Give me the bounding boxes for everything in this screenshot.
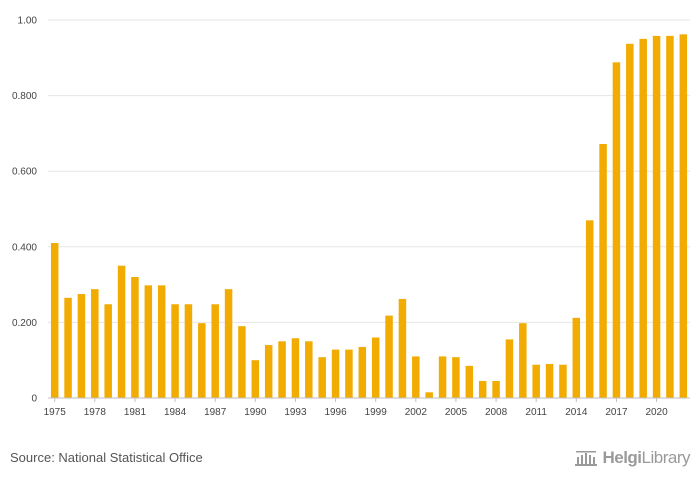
bar-2006 [465, 365, 474, 398]
y-tick-label: 1.00 [18, 16, 38, 27]
bar-1984 [171, 304, 179, 398]
x-axis: 1975 1978 1981 1984 1987 1990 1993 1996 1999 2002… [44, 398, 668, 418]
x-tick-label: 2011 [525, 407, 547, 418]
bar-1989 [238, 326, 246, 398]
x-tick-label: 1975 [44, 407, 67, 418]
bar-1975 [50, 243, 59, 398]
bar-1992 [278, 341, 286, 398]
x-tick-label: 1978 [84, 407, 107, 418]
bar-1995 [318, 357, 326, 398]
bar-2010 [519, 323, 527, 398]
bar-2013 [559, 364, 567, 398]
x-tick-label: 1987 [204, 407, 227, 418]
bar-1980 [117, 265, 126, 398]
bar-1988 [224, 289, 233, 398]
bar-2020 [652, 35, 661, 398]
helgi-library-logo: Helgi Library [574, 448, 691, 468]
bar-1976 [64, 297, 72, 398]
bar-1986 [198, 323, 206, 398]
bars [50, 34, 688, 399]
bar-2022 [679, 34, 688, 399]
bar-2004 [438, 356, 447, 398]
x-tick-label: 2017 [605, 407, 628, 418]
bar-1993 [291, 338, 300, 398]
x-tick-label: 2014 [565, 407, 588, 418]
y-axis: 0 0.200 0.400 0.600 0.800 1.00 [12, 16, 37, 405]
y-tick-label: 0.200 [12, 318, 37, 329]
x-tick-label: 2020 [645, 407, 668, 418]
bar-1978 [91, 289, 99, 398]
bar-1983 [157, 285, 166, 398]
gridlines [48, 19, 690, 323]
x-tick-label: 1993 [284, 407, 307, 418]
bar-2000 [385, 315, 393, 398]
bar-1997 [345, 349, 353, 398]
bar-1977 [77, 294, 86, 398]
bar-2009 [505, 339, 514, 398]
bar-2012 [545, 363, 554, 398]
bar-2018 [626, 43, 634, 399]
bar-2021 [666, 35, 674, 398]
x-tick-label: 2008 [485, 407, 508, 418]
y-tick-label: 0.800 [12, 91, 37, 102]
x-tick-label: 1981 [124, 407, 147, 418]
bar-1985 [184, 304, 193, 398]
bar-1979 [104, 304, 112, 398]
bar-1982 [144, 285, 153, 398]
x-tick-label: 1999 [365, 407, 388, 418]
logo-word-helgi: Helgi [602, 448, 642, 467]
bar-2015 [585, 220, 594, 398]
bar-1981 [131, 277, 139, 398]
x-tick-label: 1984 [164, 407, 187, 418]
bar-2003 [425, 392, 433, 398]
logo-word-library: Library [641, 448, 691, 467]
bar-2016 [599, 143, 607, 398]
bar-1996 [331, 349, 340, 398]
bar-2001 [398, 298, 407, 398]
y-tick-label: 0 [31, 394, 37, 405]
x-tick-label: 1996 [324, 407, 347, 418]
bar-2008 [492, 380, 500, 398]
bar-1991 [264, 345, 273, 398]
y-tick-label: 0.400 [12, 242, 37, 253]
library-building-icon [575, 451, 598, 466]
bar-2005 [452, 357, 460, 398]
bar-2002 [412, 356, 420, 398]
bar-2017 [612, 62, 621, 399]
x-tick-label: 1990 [244, 407, 267, 418]
bar-1990 [251, 360, 260, 398]
bar-1987 [211, 304, 219, 398]
bar-1998 [358, 346, 367, 398]
x-tick-label: 2005 [445, 407, 468, 418]
bar-2014 [572, 317, 581, 398]
bar-2011 [532, 364, 540, 398]
source-note: Source: National Statistical Office [10, 450, 203, 465]
y-tick-label: 0.600 [12, 167, 37, 178]
bar-2019 [639, 38, 647, 399]
bar-2007 [478, 380, 487, 398]
bar-1994 [305, 341, 313, 398]
x-tick-label: 2002 [405, 407, 428, 418]
bar-1999 [371, 337, 380, 398]
